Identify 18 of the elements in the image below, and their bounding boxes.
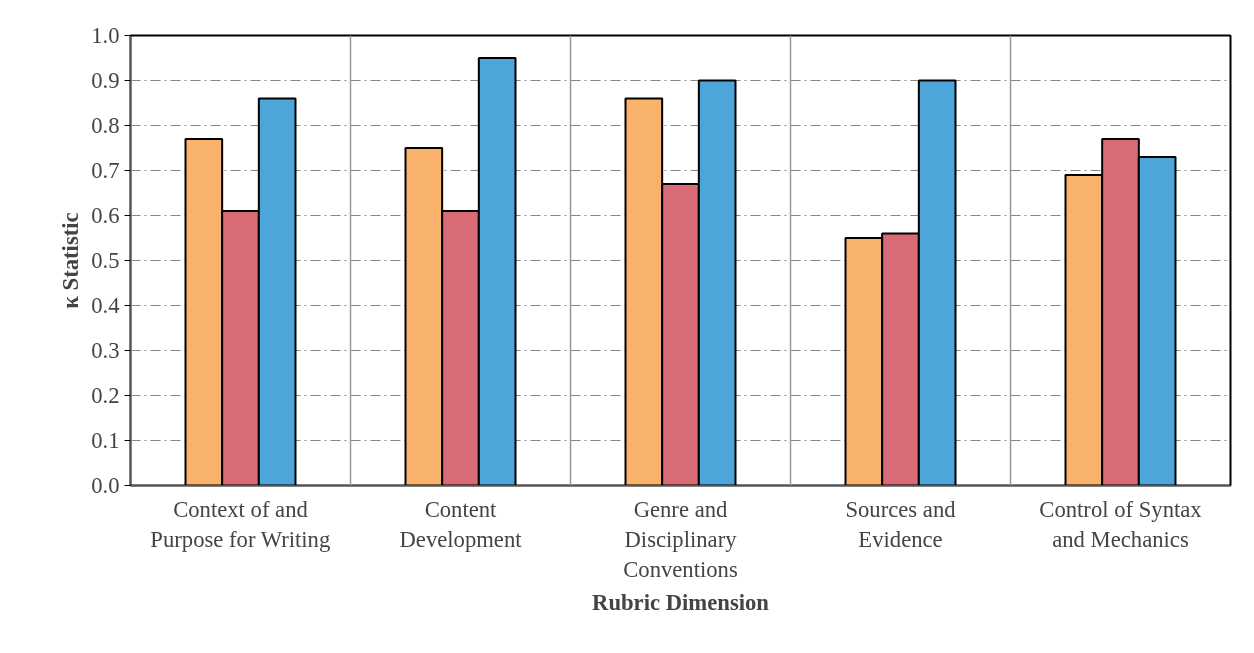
y-tick-label: 0.8 — [91, 113, 120, 138]
y-tick-label: 0.2 — [91, 383, 120, 408]
y-tick-label: 0.0 — [91, 473, 120, 498]
x-tick-label: Content Development — [399, 496, 523, 552]
x-tick-label: Sources and Evidence — [845, 496, 957, 552]
x-tick-label: Genre and Disciplinary Conventions — [623, 496, 738, 582]
y-tick-label: 0.3 — [91, 338, 120, 363]
y-tick-label: 0.5 — [91, 248, 120, 273]
x-tick-label: Control of Syntax and Mechanics — [1039, 496, 1203, 552]
y-tick-label: 0.7 — [91, 158, 120, 183]
y-tick-label: 0.1 — [91, 428, 120, 453]
y-tick-label: 0.4 — [91, 293, 120, 318]
y-tick-label: 0.9 — [91, 68, 120, 93]
x-tick-label: Context of and Purpose for Writing — [150, 496, 331, 552]
x-axis-title: Rubric Dimension — [592, 589, 770, 615]
y-axis-title: κ Statistic — [58, 212, 84, 309]
y-tick-label: 1.0 — [91, 23, 120, 48]
y-tick-label: 0.6 — [91, 203, 120, 228]
